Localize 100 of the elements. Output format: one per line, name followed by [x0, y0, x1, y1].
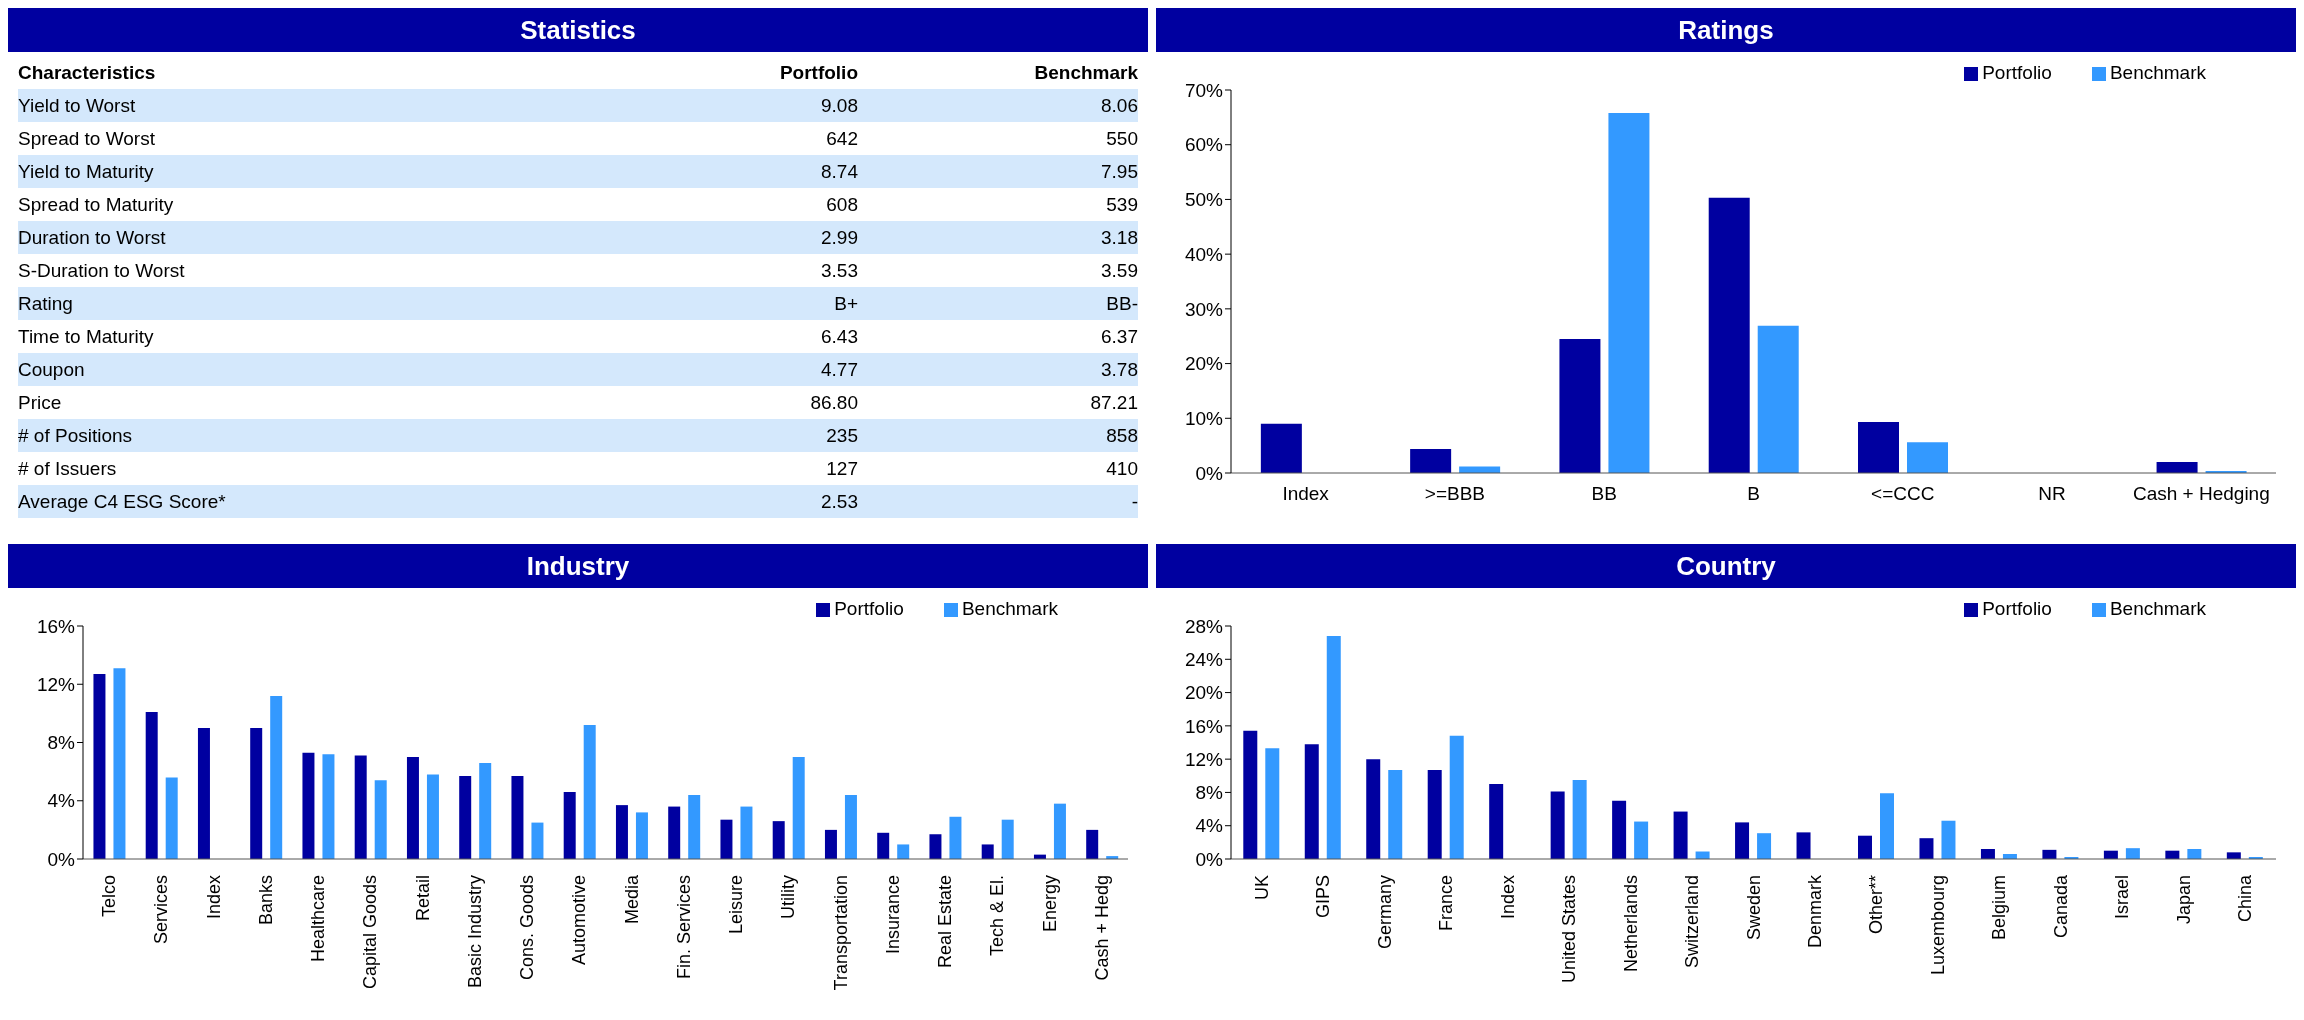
y-tick-label: 4% [1195, 815, 1224, 837]
text: 8.74 [821, 160, 858, 182]
category-label: # of Positions [18, 424, 133, 446]
x-tick-label: Banks [255, 875, 276, 926]
category-label: S-Duration to Worst [18, 259, 185, 281]
y-tick-label: 60% [1184, 134, 1224, 156]
x-tick-label: Israel [2112, 875, 2133, 920]
x-tick-label: Retail [412, 875, 433, 922]
legend-label: Benchmark [2109, 598, 2206, 619]
text: 86.80 [810, 391, 858, 413]
text: 3.78 [1101, 358, 1138, 380]
y-tick-label: 8% [1195, 782, 1224, 804]
text: 608 [826, 193, 858, 215]
category-label: Coupon [18, 358, 85, 380]
category-label: Spread to Maturity [18, 193, 174, 215]
y-tick-label: 12% [36, 673, 76, 695]
text: Statistics [8, 8, 1148, 52]
y-tick-label: 30% [1184, 298, 1224, 320]
chart-title: Ratings [1156, 8, 2296, 52]
y-tick-label: 20% [1184, 682, 1224, 704]
x-tick-label: Other** [1866, 875, 1887, 935]
text: 6.37 [1101, 325, 1138, 347]
x-tick-label: Transportation [830, 875, 851, 991]
text: 2.53 [821, 490, 858, 512]
x-tick-label: Leisure [726, 875, 747, 935]
text: 8.06 [1101, 94, 1138, 116]
x-tick-label: China [2235, 874, 2256, 923]
x-tick-label: GIPS [1313, 875, 1334, 919]
category-label: Benchmark [1033, 61, 1138, 84]
legend-label: Benchmark [961, 598, 1058, 619]
x-tick-label: Index [1282, 483, 1330, 505]
x-tick-label: Index [1497, 875, 1518, 920]
x-tick-label: Energy [1039, 875, 1060, 933]
x-tick-label: Switzerland [1682, 875, 1703, 969]
category-label: Duration to Worst [18, 226, 166, 248]
text: BB- [1106, 292, 1138, 314]
legend-label: Portfolio [1982, 598, 2052, 619]
text: 9.08 [821, 94, 858, 116]
x-tick-label: Germany [1374, 875, 1395, 950]
x-tick-label: Luxembourg [1927, 875, 1948, 976]
text: 235 [826, 424, 858, 446]
x-tick-label: Insurance [882, 875, 903, 955]
text: 7.95 [1101, 160, 1138, 182]
category-label: Yield to Worst [18, 94, 136, 116]
text: 642 [826, 127, 858, 149]
y-tick-label: 0% [1195, 848, 1224, 870]
text: 550 [1106, 127, 1138, 149]
x-tick-label: Telco [99, 875, 120, 918]
x-tick-label: France [1436, 875, 1457, 932]
y-tick-label: 0% [1195, 462, 1224, 484]
x-tick-label: Tech & El. [987, 875, 1008, 957]
x-tick-label: Canada [2050, 874, 2071, 939]
text: B+ [834, 292, 858, 314]
y-tick-label: 8% [47, 732, 76, 754]
x-tick-label: Utility [778, 875, 799, 919]
x-tick-label: Media [621, 874, 642, 925]
text: - [1131, 490, 1138, 512]
category-label: # of Issuers [18, 457, 117, 479]
x-tick-label: Netherlands [1620, 875, 1641, 973]
x-tick-label: Sweden [1743, 875, 1764, 941]
category-label: Yield to Maturity [18, 160, 154, 182]
x-tick-label: Healthcare [308, 875, 329, 963]
x-tick-label: <=CCC [1871, 483, 1935, 505]
x-tick-label: NR [2038, 483, 2066, 505]
text: 858 [1106, 424, 1138, 446]
y-tick-label: 20% [1184, 353, 1224, 375]
x-tick-label: Index [203, 875, 224, 920]
x-tick-label: Denmark [1804, 874, 1825, 949]
x-tick-label: BB [1591, 483, 1617, 505]
x-tick-label: Cons. Goods [517, 875, 538, 981]
x-tick-label: Belgium [1989, 875, 2010, 941]
chart-title: Country [1156, 544, 2296, 588]
x-tick-label: Japan [2173, 875, 2194, 925]
y-tick-label: 70% [1184, 79, 1224, 101]
y-tick-label: 28% [1184, 615, 1224, 637]
x-tick-label: B [1747, 483, 1760, 505]
x-tick-label: >=BBB [1424, 483, 1486, 505]
x-tick-label: Services [151, 875, 172, 945]
text: 3.59 [1101, 259, 1138, 281]
x-tick-label: UK [1251, 875, 1272, 901]
y-tick-label: 12% [1184, 748, 1224, 770]
category-label: Rating [18, 292, 73, 314]
legend-label: Portfolio [834, 598, 904, 619]
y-tick-label: 4% [47, 790, 76, 812]
text: 539 [1106, 193, 1138, 215]
y-tick-label: 40% [1184, 243, 1224, 265]
y-tick-label: 16% [1184, 715, 1224, 737]
x-tick-label: Fin. Services [673, 875, 694, 980]
text: 3.18 [1101, 226, 1138, 248]
legend-label: Portfolio [1982, 62, 2052, 83]
x-tick-label: Automotive [569, 875, 590, 966]
category-label: Portfolio [778, 61, 858, 84]
x-tick-label: United States [1559, 875, 1580, 984]
y-tick-label: 0% [47, 848, 76, 870]
text: 127 [826, 457, 858, 479]
category-label: Price [18, 391, 62, 413]
text: 410 [1106, 457, 1138, 479]
category-label: Spread to Worst [18, 127, 155, 149]
text: 6.43 [821, 325, 858, 347]
legend-label: Benchmark [2109, 62, 2206, 83]
